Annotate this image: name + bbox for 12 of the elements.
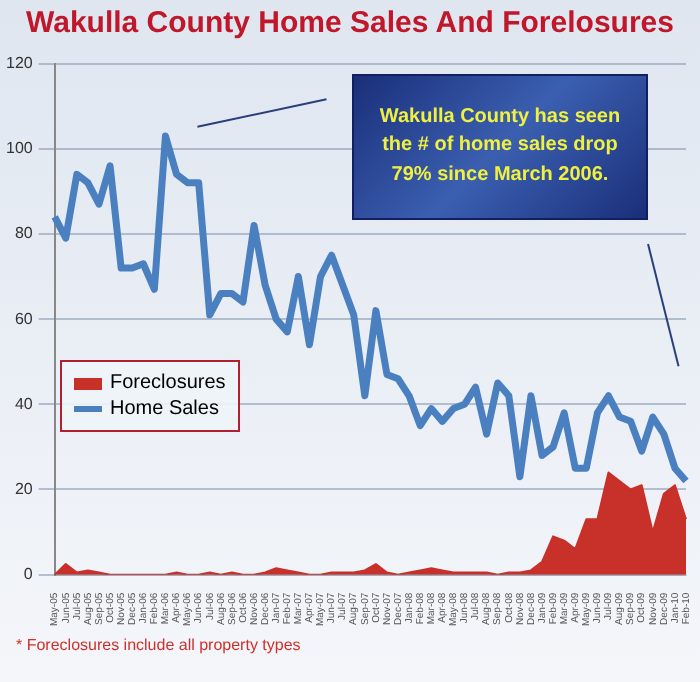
chart-title: Wakulla County Home Sales And Forelosures bbox=[24, 4, 676, 44]
callout-box: Wakulla County has seen the # of home sales drop 79% since March 2006. bbox=[352, 74, 648, 220]
text: * Foreclosures include all property types bbox=[16, 636, 301, 654]
y-tick-label: 100 bbox=[5, 139, 34, 158]
y-tick-label: 60 bbox=[14, 309, 34, 328]
legend-label: Foreclosures bbox=[110, 372, 226, 394]
y-tick-label: 120 bbox=[5, 54, 34, 73]
legend-label: Home Sales bbox=[110, 398, 219, 420]
y-tick-label: 80 bbox=[14, 224, 34, 243]
y-tick-label: 0 bbox=[23, 565, 34, 584]
y-tick-label: 20 bbox=[14, 479, 34, 498]
y-tick-label: 40 bbox=[14, 394, 34, 413]
